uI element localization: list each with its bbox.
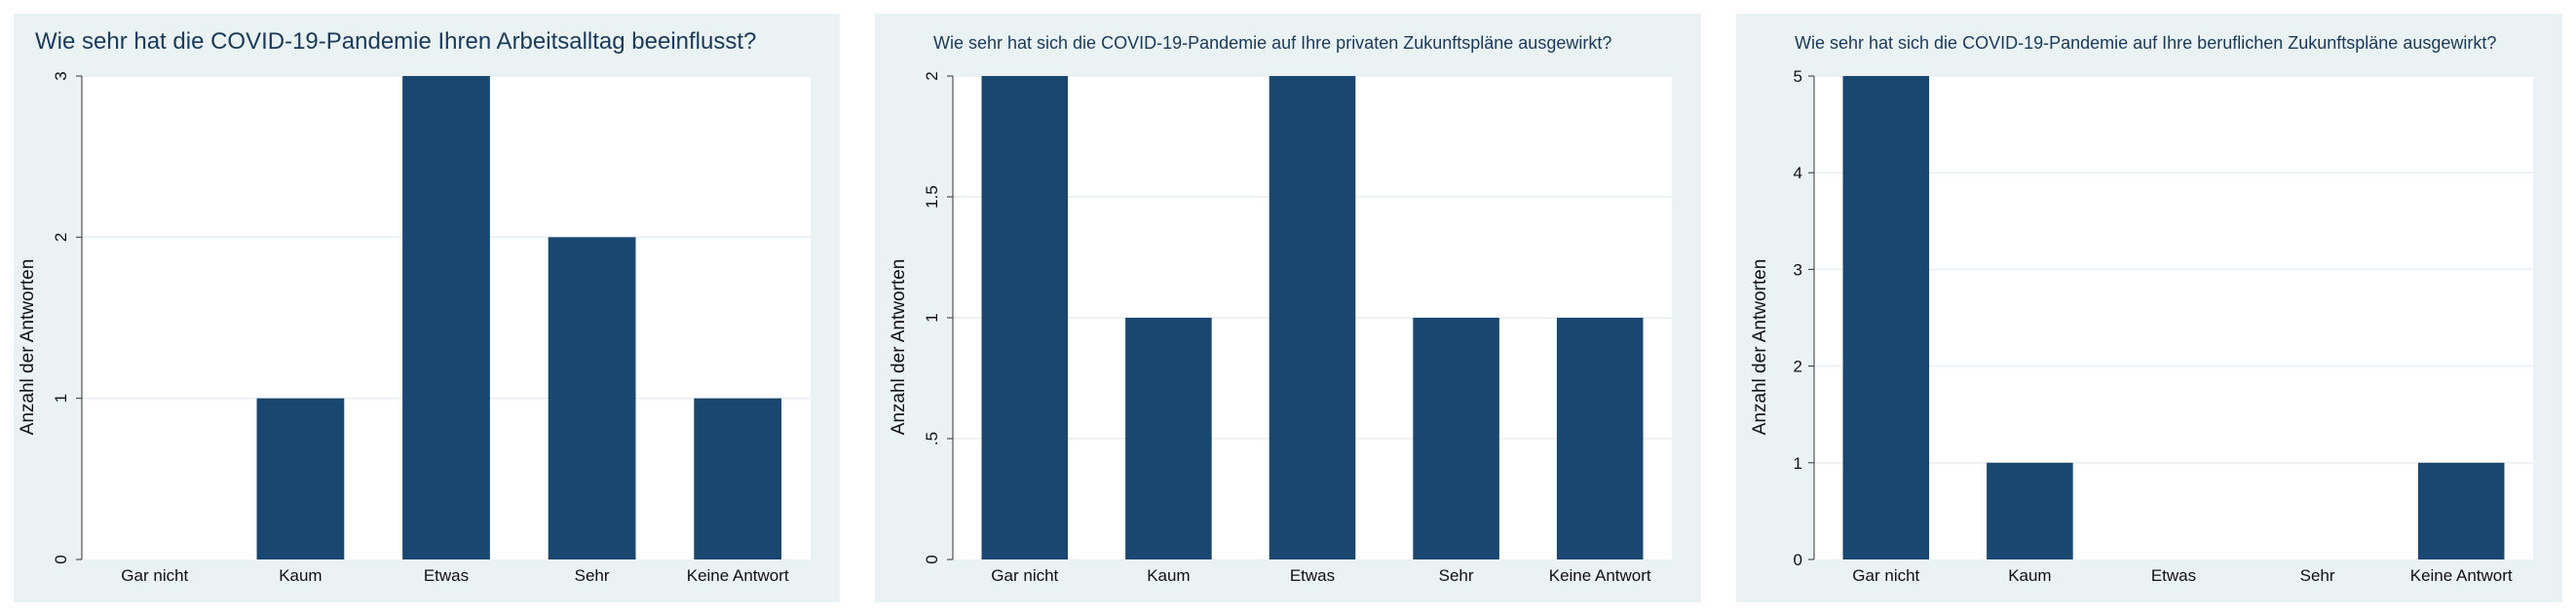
- y-tick-label: 0: [1794, 551, 1802, 569]
- y-tick-label: 5: [1794, 67, 1802, 86]
- bar: [256, 398, 345, 559]
- x-category-label: Sehr: [1439, 566, 1474, 585]
- bar: [1413, 318, 1499, 559]
- bar: [1269, 76, 1356, 559]
- bar: [694, 398, 782, 559]
- y-tick-label: .5: [923, 432, 941, 445]
- y-tick-label: 2: [52, 233, 70, 242]
- y-tick-label: 2: [1794, 358, 1802, 376]
- bar-chart-svg: Wie sehr hat sich die COVID-19-Pandemie …: [889, 33, 1672, 585]
- bar: [981, 76, 1069, 559]
- bar: [1842, 76, 1930, 559]
- x-category-label: Keine Antwort: [2410, 566, 2513, 585]
- bar-chart-svg: Wie sehr hat sich die COVID-19-Pandemie …: [1750, 33, 2533, 585]
- y-tick-label: 3: [1794, 260, 1802, 279]
- chart-title: Wie sehr hat sich die COVID-19-Pandemie …: [1795, 33, 2496, 53]
- y-axis-label: Anzahl der Antworten: [18, 259, 38, 436]
- x-category-label: Sehr: [575, 566, 610, 585]
- chart-panel-berufliche-plaene: Wie sehr hat sich die COVID-19-Pandemie …: [1736, 14, 2562, 602]
- x-category-label: Kaum: [279, 566, 322, 585]
- y-tick-label: 1: [1794, 454, 1802, 473]
- plot-area: [1814, 76, 2533, 559]
- x-category-label: Gar nicht: [1852, 566, 1919, 585]
- bar: [1556, 318, 1644, 559]
- x-category-label: Etwas: [1290, 566, 1335, 585]
- bar: [2417, 462, 2505, 559]
- x-category-label: Etwas: [424, 566, 469, 585]
- y-tick-label: 2: [923, 71, 941, 80]
- y-tick-label: 0: [52, 555, 70, 563]
- x-category-label: Kaum: [2008, 566, 2051, 585]
- y-axis-label: Anzahl der Antworten: [889, 259, 909, 436]
- bar-chart-svg: Wie sehr hat die COVID-19-Pandemie Ihren…: [18, 28, 811, 585]
- chart-panel-private-plaene: Wie sehr hat sich die COVID-19-Pandemie …: [875, 14, 1701, 602]
- y-tick-label: 1: [923, 313, 941, 322]
- y-tick-label: 0: [923, 555, 941, 563]
- x-category-label: Etwas: [2151, 566, 2196, 585]
- y-tick-label: 1.5: [923, 185, 941, 209]
- x-category-label: Keine Antwort: [1549, 566, 1651, 585]
- bar: [1125, 318, 1212, 559]
- x-category-label: Gar nicht: [121, 566, 188, 585]
- chart-panel-arbeitsalltag: Wie sehr hat die COVID-19-Pandemie Ihren…: [14, 14, 840, 602]
- y-axis-label: Anzahl der Antworten: [1750, 259, 1770, 436]
- x-category-label: Kaum: [1147, 566, 1190, 585]
- y-tick-label: 3: [52, 71, 70, 80]
- bar: [548, 237, 636, 560]
- y-tick-label: 1: [52, 394, 70, 403]
- chart-title: Wie sehr hat sich die COVID-19-Pandemie …: [933, 33, 1611, 53]
- bar: [1987, 462, 2073, 559]
- x-category-label: Sehr: [2300, 566, 2335, 585]
- y-tick-label: 4: [1794, 164, 1802, 182]
- bar: [402, 76, 490, 559]
- chart-title: Wie sehr hat die COVID-19-Pandemie Ihren…: [35, 28, 756, 55]
- x-category-label: Gar nicht: [991, 566, 1058, 585]
- x-category-label: Keine Antwort: [687, 566, 789, 585]
